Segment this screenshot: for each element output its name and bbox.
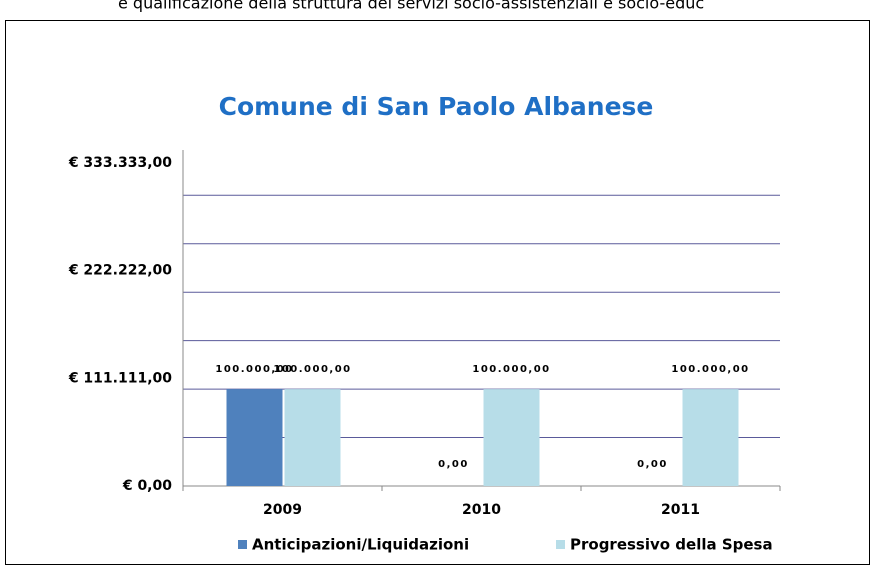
bar	[483, 389, 540, 486]
value-label: 0,00	[438, 459, 469, 470]
legend-label: Anticipazioni/Liquidazioni	[252, 536, 469, 554]
x-tick-label: 2009	[263, 502, 302, 518]
value-label: 100.000,00	[671, 364, 749, 375]
legend-swatch	[238, 540, 247, 549]
legend-label: Progressivo della Spesa	[570, 536, 773, 554]
bar	[226, 389, 283, 486]
x-tick-label: 2010	[462, 502, 501, 518]
chart-frame	[5, 20, 870, 565]
y-tick-label: € 222.222,00	[68, 263, 172, 279]
value-label: 100.000,00	[215, 364, 293, 375]
y-tick-label: € 111.111,00	[68, 370, 172, 386]
y-tick-label: € 0,00	[122, 478, 172, 494]
y-tick-label: € 333.333,00	[68, 155, 172, 171]
x-tick-label: 2011	[661, 502, 700, 518]
bar	[284, 389, 341, 486]
chart-title: Comune di San Paolo Albanese	[219, 92, 654, 121]
header-text: e qualificazione della struttura dei ser…	[118, 0, 704, 13]
bar	[682, 389, 739, 486]
legend-swatch	[556, 540, 565, 549]
value-label: 0,00	[637, 459, 668, 470]
value-label: 100.000,00	[472, 364, 550, 375]
value-label: 100.000,00	[273, 364, 351, 375]
